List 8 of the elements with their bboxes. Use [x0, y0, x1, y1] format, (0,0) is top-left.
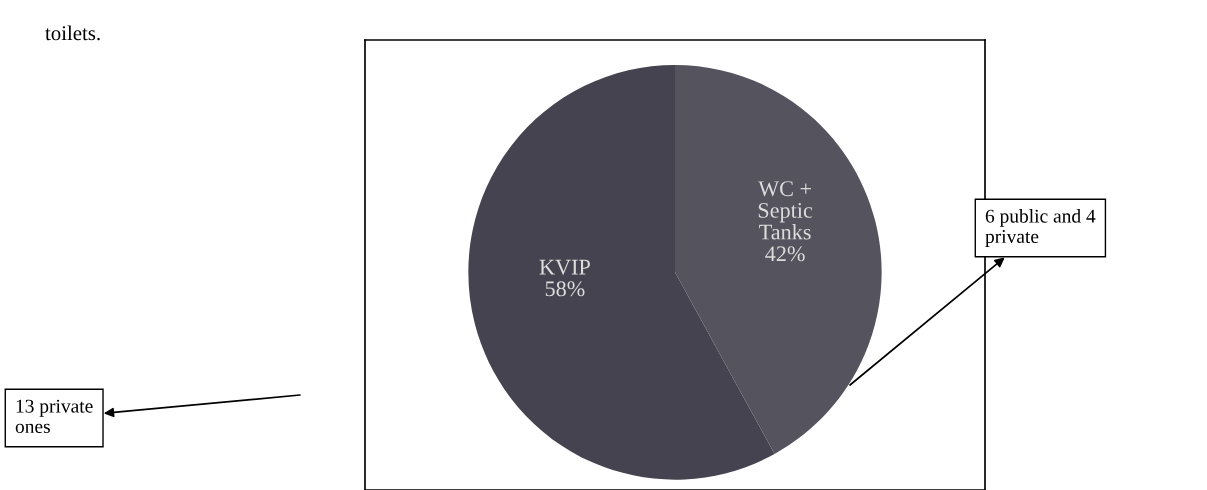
text: toilets.	[45, 25, 100, 41]
text: 13 private ones	[15, 399, 93, 434]
text: 6 public and 4 private	[985, 209, 1096, 247]
pie-slice	[675, 64, 882, 454]
slice-label: KVIP	[539, 259, 590, 275]
data-label: 58%	[545, 281, 585, 297]
data-label: 42%	[765, 246, 805, 262]
slice-label: WC + Septic Tanks	[758, 181, 813, 240]
